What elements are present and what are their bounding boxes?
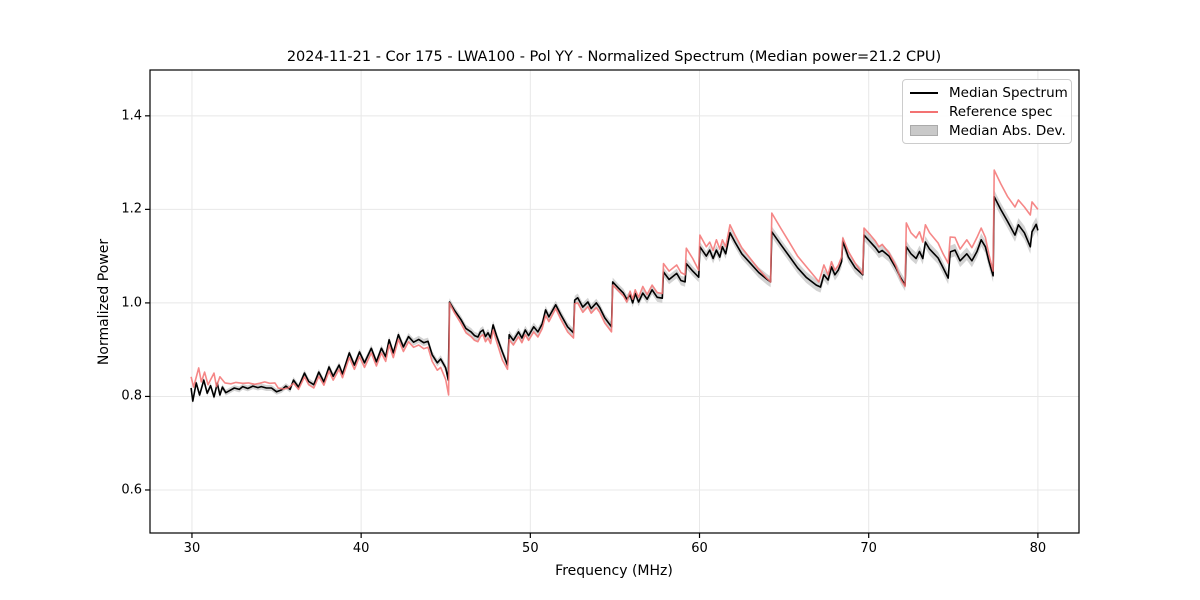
legend-item-median-spectrum: Median Spectrum (910, 83, 1068, 102)
chart-title: 2024-11-21 - Cor 175 - LWA100 - Pol YY -… (286, 49, 942, 65)
x-tick-label: 30 (183, 541, 201, 556)
axes-frame (149, 69, 1080, 534)
y-tick-label: 1.2 (121, 201, 142, 217)
mad-patch-swatch (910, 125, 938, 136)
legend-label: Median Spectrum (949, 84, 1068, 101)
legend-item-median-abs-dev: Median Abs. Dev. (910, 121, 1066, 140)
x-tick-label: 40 (352, 541, 370, 556)
legend: Median Spectrum Reference spec Median Ab… (902, 79, 1072, 144)
x-tick-label: 50 (522, 541, 539, 556)
x-tick-label: 70 (860, 541, 877, 556)
median-line-swatch (910, 91, 938, 94)
x-tick-label: 60 (691, 541, 708, 556)
tick-marks (145, 115, 1039, 538)
legend-label: Median Abs. Dev. (949, 122, 1066, 139)
legend-label: Reference spec (949, 103, 1053, 120)
gridlines (150, 70, 1079, 533)
y-tick-label: 1.4 (121, 108, 142, 124)
y-tick-label: 0.6 (121, 482, 142, 498)
median-spectrum-line (190, 195, 1039, 402)
reference-line-swatch (910, 110, 938, 113)
x-tick-label: 80 (1029, 541, 1047, 556)
y-tick-label: 1.0 (121, 295, 142, 311)
legend-item-reference-spec: Reference spec (910, 102, 1063, 121)
x-axis-label: Frequency (MHz) (555, 563, 673, 579)
reference-spec-line (190, 169, 1039, 396)
y-tick-label: 0.8 (121, 388, 142, 404)
